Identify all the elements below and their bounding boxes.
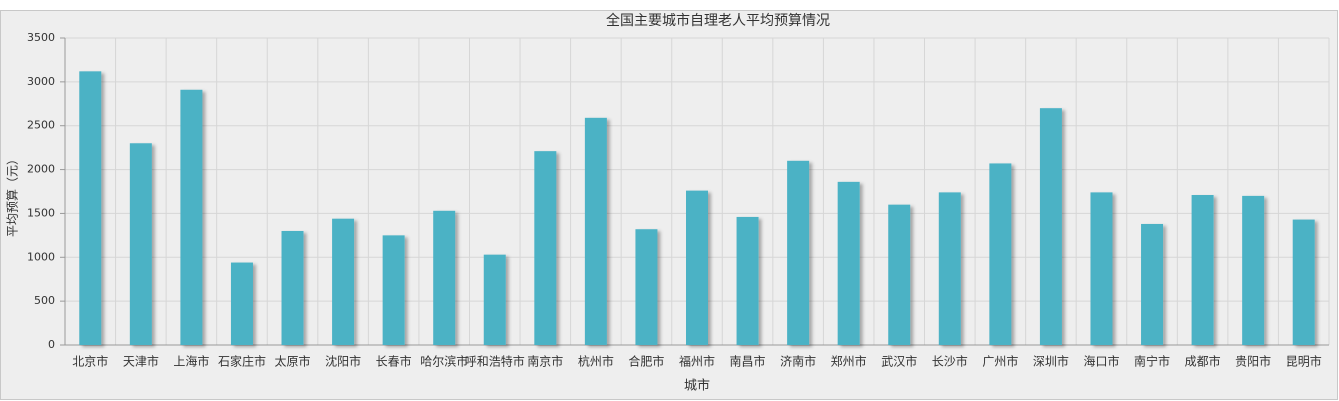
bar	[1292, 219, 1315, 345]
x-tick-label: 福州市	[679, 354, 715, 369]
bar	[837, 181, 860, 345]
chart-title: 全国主要城市自理老人平均预算情况	[606, 12, 830, 29]
bar	[281, 230, 304, 345]
y-tick-label: 3000	[27, 75, 55, 88]
x-tick-label: 杭州市	[578, 354, 614, 369]
x-tick-label: 哈尔滨市	[420, 354, 468, 369]
x-axis-label: 城市	[684, 378, 710, 394]
x-tick-label: 深圳市	[1033, 354, 1069, 369]
chart-background	[0, 10, 1338, 400]
y-tick-label: 500	[34, 294, 55, 307]
x-tick-label: 南京市	[527, 354, 563, 369]
bar	[989, 163, 1012, 345]
bar	[534, 151, 557, 345]
x-tick-label: 合肥市	[628, 354, 664, 369]
y-tick-label: 2500	[27, 119, 55, 132]
x-tick-label: 济南市	[780, 354, 816, 369]
bar	[1039, 108, 1062, 346]
bar	[180, 89, 203, 345]
x-tick-label: 昆明市	[1286, 354, 1322, 369]
x-tick-label: 郑州市	[831, 354, 867, 369]
x-tick-label: 武汉市	[881, 354, 917, 369]
x-tick-label: 太原市	[275, 354, 311, 369]
bar	[787, 160, 810, 345]
y-tick-label: 1500	[27, 206, 55, 219]
bar	[1090, 192, 1113, 345]
bar	[584, 117, 607, 345]
y-tick-label: 2000	[27, 163, 55, 176]
y-tick-label: 1000	[27, 250, 55, 263]
bar	[938, 192, 961, 345]
bar	[888, 204, 911, 345]
x-tick-label: 长春市	[376, 354, 412, 369]
x-tick-label: 海口市	[1083, 354, 1119, 369]
bar	[686, 190, 708, 345]
bar	[332, 218, 355, 345]
bar	[433, 210, 456, 345]
x-tick-label: 广州市	[982, 354, 1018, 369]
x-tick-label: 南宁市	[1134, 354, 1170, 369]
y-tick-label: 3500	[27, 31, 55, 44]
bar	[483, 254, 506, 345]
x-tick-label: 呼和浩特市	[465, 354, 525, 369]
x-tick-label: 长沙市	[932, 354, 968, 369]
bar	[736, 216, 759, 345]
bar	[230, 262, 253, 345]
y-tick-label: 0	[48, 338, 55, 351]
x-tick-label: 天津市	[123, 354, 159, 369]
bar	[1242, 195, 1265, 345]
x-tick-label: 南昌市	[730, 354, 766, 369]
bar	[129, 143, 152, 345]
y-axis-label: 平均预算（元）	[5, 153, 20, 237]
x-tick-label: 沈阳市	[325, 354, 361, 369]
x-tick-label: 贵阳市	[1235, 354, 1271, 369]
x-tick-label: 北京市	[72, 354, 108, 369]
bar	[1141, 223, 1164, 345]
bar	[635, 229, 658, 345]
bar	[382, 235, 405, 345]
bar	[79, 71, 102, 346]
x-tick-label: 石家庄市	[218, 354, 266, 369]
x-tick-label: 上海市	[173, 354, 209, 369]
x-tick-label: 成都市	[1185, 354, 1221, 369]
bar	[1191, 195, 1214, 345]
